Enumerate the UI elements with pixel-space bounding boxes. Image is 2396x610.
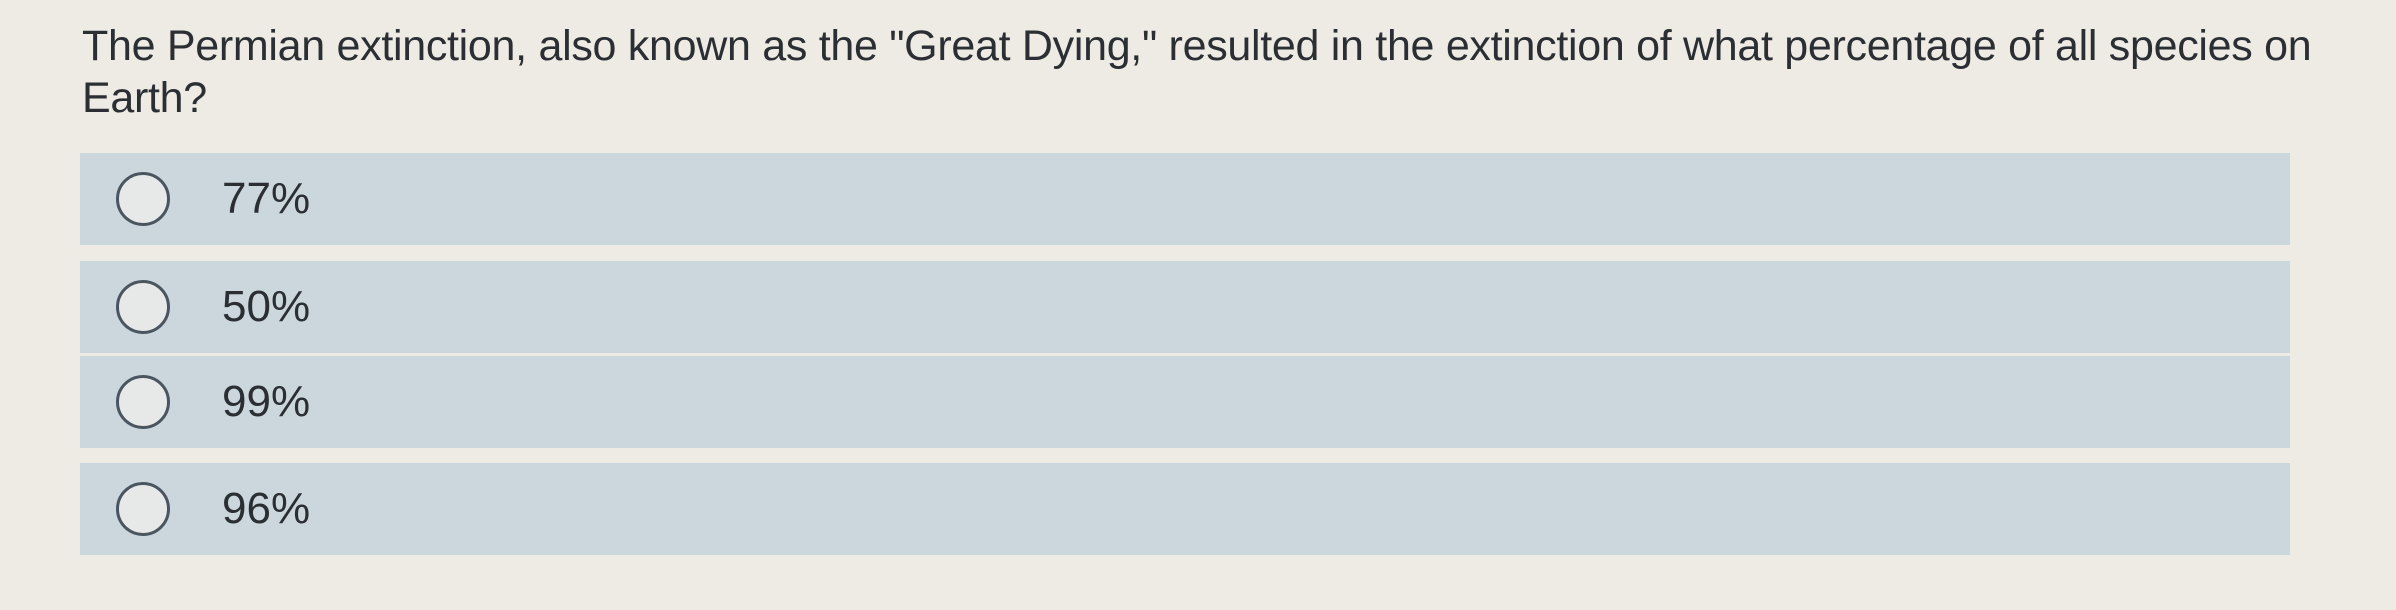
- answer-option-4[interactable]: 96%: [80, 463, 2290, 555]
- option-label: 77%: [222, 174, 311, 223]
- answer-option-3[interactable]: 99%: [80, 356, 2290, 448]
- answer-option-2[interactable]: 50%: [80, 261, 2290, 353]
- radio-button-icon[interactable]: [116, 375, 170, 429]
- option-label: 99%: [222, 377, 311, 426]
- radio-button-icon[interactable]: [116, 482, 170, 536]
- radio-button-icon[interactable]: [116, 280, 170, 334]
- radio-button-icon[interactable]: [116, 172, 170, 226]
- option-label: 96%: [222, 484, 311, 533]
- answer-option-1[interactable]: 77%: [80, 153, 2290, 245]
- option-label: 50%: [222, 282, 311, 331]
- question-text: The Permian extinction, also known as th…: [82, 22, 2312, 122]
